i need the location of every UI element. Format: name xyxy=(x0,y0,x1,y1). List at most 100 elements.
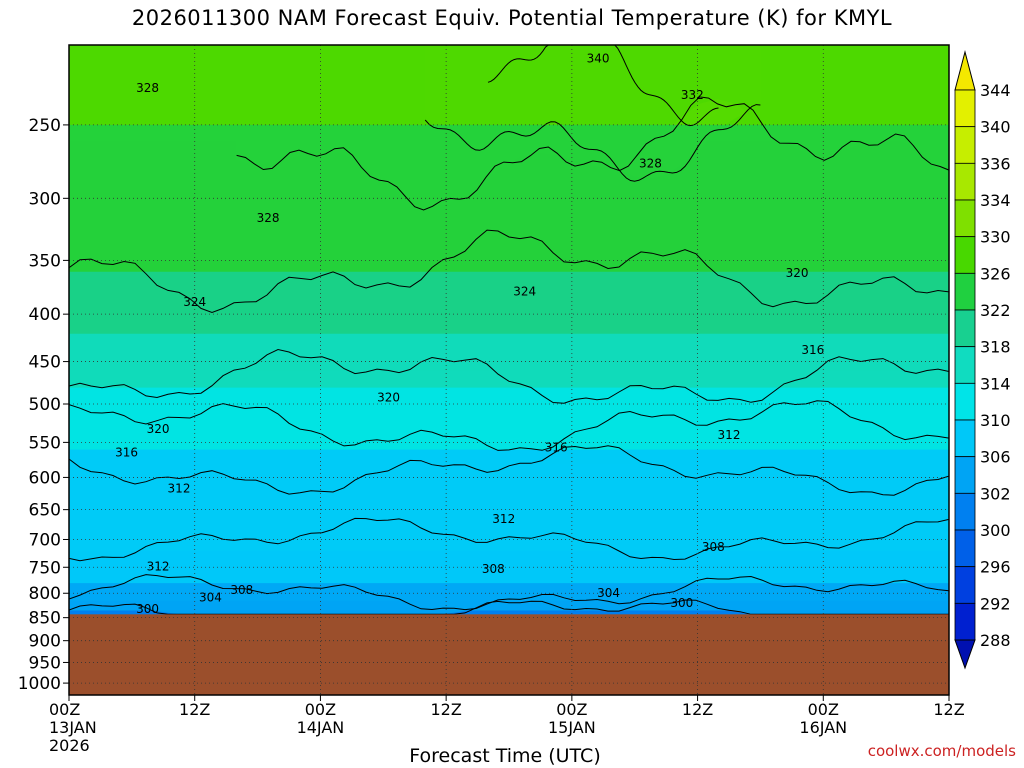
colorbar-label: 336 xyxy=(980,154,1011,173)
theta-e-field xyxy=(69,45,949,615)
y-tick-label: 550 xyxy=(29,433,61,453)
colorbar-top-arrow xyxy=(954,50,976,91)
colorbar-swatch xyxy=(954,529,976,568)
x-tick-label: 13JAN xyxy=(49,718,97,737)
contour-line xyxy=(69,517,949,562)
x-tick-label: 00Z xyxy=(556,700,587,719)
colorbar-label: 344 xyxy=(980,81,1011,100)
contour-lines xyxy=(69,45,949,615)
contour-line xyxy=(487,45,719,127)
contour-label: 316 xyxy=(545,440,568,454)
contour-label: 324 xyxy=(183,295,206,309)
y-tick-label: 950 xyxy=(29,653,61,673)
y-tick-label: 1000 xyxy=(18,674,61,694)
contour-label: 320 xyxy=(786,266,809,280)
contour-label: 328 xyxy=(639,156,662,170)
grid-lines xyxy=(69,45,949,695)
contour-label: 320 xyxy=(147,422,170,436)
colorbar-swatch xyxy=(954,346,976,384)
y-tick-label: 800 xyxy=(29,584,61,604)
colorbar-bottom-arrow xyxy=(954,639,976,670)
contour-label: 316 xyxy=(115,445,138,459)
x-tick-label: 00Z xyxy=(305,700,336,719)
contour-label: 320 xyxy=(377,391,400,405)
colorbar-swatch xyxy=(954,199,976,238)
colorbar-label: 314 xyxy=(980,374,1011,393)
contour-label: 312 xyxy=(492,512,515,526)
x-tick-label: 16JAN xyxy=(799,718,847,737)
colorbar-label: 292 xyxy=(980,594,1011,613)
colorbar-swatch xyxy=(954,419,976,458)
x-tick-label: 00Z xyxy=(49,700,80,719)
x-tick-label: 12Z xyxy=(933,700,964,719)
contour-label: 316 xyxy=(801,343,824,357)
plot-frame xyxy=(68,44,950,696)
contour-line xyxy=(69,400,949,451)
contour-line xyxy=(69,348,949,404)
field-band xyxy=(69,449,949,610)
field-layer xyxy=(69,600,949,611)
y-tick-label: 250 xyxy=(29,116,61,136)
x-axis-label: Forecast Time (UTC) xyxy=(409,745,601,767)
colorbar-label: 340 xyxy=(980,118,1011,137)
colorbar: 344 340 336 334 330 326 322 318 314 310 306 302 300 2… xyxy=(954,50,1011,670)
colorbar-label: 302 xyxy=(980,484,1011,503)
contour-label: 300 xyxy=(136,602,159,616)
colorbar-label: 300 xyxy=(980,521,1011,540)
field-layer xyxy=(69,610,949,615)
contour-label: 328 xyxy=(257,211,280,225)
x-tick-label: 12Z xyxy=(179,700,210,719)
y-tick-label: 900 xyxy=(29,632,61,652)
y-axis-ticks: 250 300 350 400 450 500 550 600 650 700 750 800 850 9… xyxy=(18,116,69,694)
y-tick-label: 300 xyxy=(29,189,61,209)
contour-label: 308 xyxy=(702,540,725,554)
contour-label: 300 xyxy=(670,596,693,610)
contour-line xyxy=(236,96,949,211)
colorbar-label: 334 xyxy=(980,191,1011,210)
colorbar-swatch xyxy=(954,382,976,421)
x-tick-label: 14JAN xyxy=(297,718,345,737)
y-tick-label: 850 xyxy=(29,609,61,629)
contour-label: 304 xyxy=(597,586,620,600)
colorbar-swatch xyxy=(954,236,976,274)
colorbar-label: 306 xyxy=(980,448,1011,467)
colorbar-label: 296 xyxy=(980,558,1011,577)
chart-title: 2026011300 NAM Forecast Equiv. Potential… xyxy=(131,6,893,30)
colorbar-label: 322 xyxy=(980,301,1011,320)
colorbar-swatch xyxy=(954,162,976,201)
colorbar-swatch xyxy=(954,309,976,348)
colorbar-swatch xyxy=(954,456,976,494)
x-tick-label: 00Z xyxy=(808,700,839,719)
colorbar-swatch xyxy=(954,602,976,641)
y-tick-label: 750 xyxy=(29,558,61,578)
y-tick-label: 400 xyxy=(29,305,61,325)
contour-label: 308 xyxy=(230,583,253,597)
y-tick-label: 450 xyxy=(29,353,61,373)
colorbar-swatch xyxy=(954,126,976,164)
y-tick-label: 650 xyxy=(29,501,61,521)
colorbar-label: 326 xyxy=(980,264,1011,283)
x-tick-label: 12Z xyxy=(682,700,713,719)
y-tick-label: 350 xyxy=(29,251,61,271)
contour-label: 312 xyxy=(718,428,741,442)
contour-label: 340 xyxy=(587,52,610,66)
contour-line xyxy=(69,445,949,496)
x-tick-label: 2026 xyxy=(49,736,90,755)
contour-line xyxy=(69,599,949,615)
ground-layer xyxy=(69,614,949,695)
y-tick-label: 500 xyxy=(29,395,61,415)
contour-label: 328 xyxy=(136,81,159,95)
x-tick-label: 15JAN xyxy=(548,718,596,737)
colorbar-swatch xyxy=(954,89,976,128)
contour-label: 308 xyxy=(482,562,505,576)
contour-label: 332 xyxy=(681,88,704,102)
ground-fill xyxy=(69,614,949,695)
colorbar-label: 318 xyxy=(980,338,1011,357)
colorbar-swatch xyxy=(954,272,976,311)
contour-labels: 340 332 328 328 328 324 324 320 320 320 316 316 316 3… xyxy=(115,52,824,617)
credit-label: coolwx.com/models xyxy=(867,742,1016,760)
colorbar-swatch xyxy=(954,566,976,604)
y-tick-label: 600 xyxy=(29,468,61,488)
contour-label: 304 xyxy=(199,590,222,604)
